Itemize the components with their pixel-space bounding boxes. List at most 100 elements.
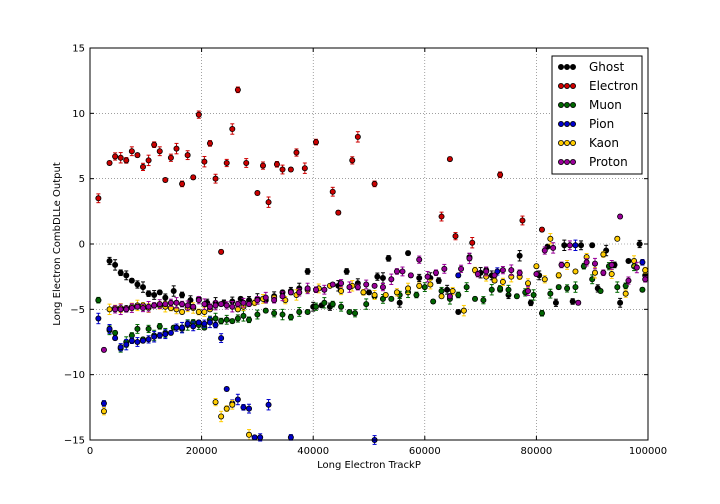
data-point-muon bbox=[271, 310, 278, 317]
legend-box bbox=[551, 55, 643, 175]
data-point-ghost bbox=[636, 240, 643, 247]
data-point-muon bbox=[95, 297, 102, 304]
data-point-muon bbox=[472, 295, 479, 302]
data-point-ghost bbox=[134, 281, 141, 288]
legend-marker bbox=[564, 158, 571, 165]
data-point-ghost bbox=[140, 284, 147, 291]
data-point-pion bbox=[106, 325, 113, 332]
x-tick-label: 20000 bbox=[186, 446, 218, 457]
data-point-proton bbox=[123, 306, 130, 313]
data-point-muon bbox=[156, 323, 163, 330]
y-tick-label: 5 bbox=[79, 174, 85, 185]
data-point-muon bbox=[597, 288, 604, 295]
data-point-kaon bbox=[179, 308, 186, 315]
series-pion bbox=[95, 239, 646, 445]
data-point-electron bbox=[234, 86, 241, 93]
data-point-kaon bbox=[572, 268, 579, 275]
data-point-pion bbox=[223, 386, 230, 393]
data-point-pion bbox=[218, 335, 225, 342]
data-point-kaon bbox=[360, 289, 367, 296]
data-point-pion bbox=[156, 332, 163, 339]
data-point-ghost bbox=[617, 299, 624, 306]
data-point-proton bbox=[379, 284, 386, 291]
data-point-electron bbox=[452, 233, 459, 240]
data-point-muon bbox=[218, 318, 225, 325]
data-point-muon bbox=[438, 288, 445, 295]
data-point-muon bbox=[145, 325, 152, 332]
data-point-proton bbox=[134, 303, 141, 310]
data-point-proton bbox=[117, 306, 124, 313]
data-point-pion bbox=[639, 259, 646, 266]
data-point-ghost bbox=[385, 255, 392, 262]
data-point-ghost bbox=[343, 268, 350, 275]
data-point-proton bbox=[566, 242, 573, 249]
data-point-muon bbox=[212, 315, 219, 322]
data-point-proton bbox=[399, 268, 406, 275]
data-point-electron bbox=[184, 152, 191, 159]
data-point-proton bbox=[541, 247, 548, 254]
data-point-muon bbox=[379, 295, 386, 302]
data-point-proton bbox=[393, 268, 400, 275]
data-point-proton bbox=[371, 282, 378, 289]
data-point-muon bbox=[223, 316, 230, 323]
data-point-electron bbox=[538, 226, 545, 233]
data-point-ghost bbox=[561, 242, 568, 249]
data-point-ghost bbox=[435, 277, 442, 284]
data-point-proton bbox=[533, 271, 540, 278]
data-point-ghost bbox=[151, 291, 158, 298]
data-point-electron bbox=[265, 199, 272, 206]
data-point-proton bbox=[156, 301, 163, 308]
data-point-muon bbox=[421, 284, 428, 291]
data-point-kaon bbox=[223, 405, 230, 412]
data-point-kaon bbox=[564, 261, 571, 268]
y-tick-label: 10 bbox=[72, 109, 85, 120]
data-point-kaon bbox=[416, 282, 423, 289]
y-tick-label: −10 bbox=[64, 370, 85, 381]
data-point-electron bbox=[279, 166, 286, 173]
data-point-proton bbox=[617, 213, 624, 220]
data-point-proton bbox=[446, 293, 453, 300]
data-point-ghost bbox=[145, 290, 152, 297]
data-point-pion bbox=[287, 434, 294, 441]
data-point-muon bbox=[287, 314, 294, 321]
data-point-proton bbox=[229, 303, 236, 310]
data-point-kaon bbox=[499, 278, 506, 285]
data-point-muon bbox=[312, 303, 319, 310]
data-point-ghost bbox=[578, 242, 585, 249]
data-point-pion bbox=[184, 320, 191, 327]
data-point-electron bbox=[128, 148, 135, 155]
data-point-electron bbox=[254, 190, 261, 197]
data-point-muon bbox=[497, 285, 504, 292]
data-point-ghost bbox=[128, 277, 135, 284]
data-point-electron bbox=[223, 159, 230, 166]
data-point-electron bbox=[469, 239, 476, 246]
data-point-ghost bbox=[117, 269, 124, 276]
data-point-pion bbox=[455, 272, 462, 279]
legend-marker bbox=[564, 102, 571, 109]
data-point-ghost bbox=[569, 298, 576, 305]
data-point-ghost bbox=[444, 286, 451, 293]
data-point-electron bbox=[354, 133, 361, 140]
y-tick-label: −5 bbox=[70, 305, 85, 316]
data-point-proton bbox=[499, 267, 506, 274]
data-point-ghost bbox=[156, 289, 163, 296]
data-point-kaon bbox=[427, 281, 434, 288]
data-point-proton bbox=[416, 256, 423, 263]
data-point-kaon bbox=[608, 271, 615, 278]
data-point-ghost bbox=[405, 250, 412, 257]
data-point-muon bbox=[564, 285, 571, 292]
data-point-proton bbox=[145, 303, 152, 310]
data-point-proton bbox=[223, 302, 230, 309]
data-point-electron bbox=[145, 157, 152, 164]
data-point-proton bbox=[346, 284, 353, 291]
legend-marker bbox=[564, 64, 571, 71]
data-point-electron bbox=[179, 180, 186, 187]
data-point-proton bbox=[190, 303, 197, 310]
data-point-proton bbox=[112, 306, 119, 313]
data-point-pion bbox=[112, 335, 119, 342]
data-point-kaon bbox=[106, 306, 113, 313]
data-point-pion bbox=[494, 268, 501, 275]
data-point-ghost bbox=[187, 297, 194, 304]
y-tick-label: 0 bbox=[79, 240, 85, 251]
data-point-proton bbox=[491, 272, 498, 279]
